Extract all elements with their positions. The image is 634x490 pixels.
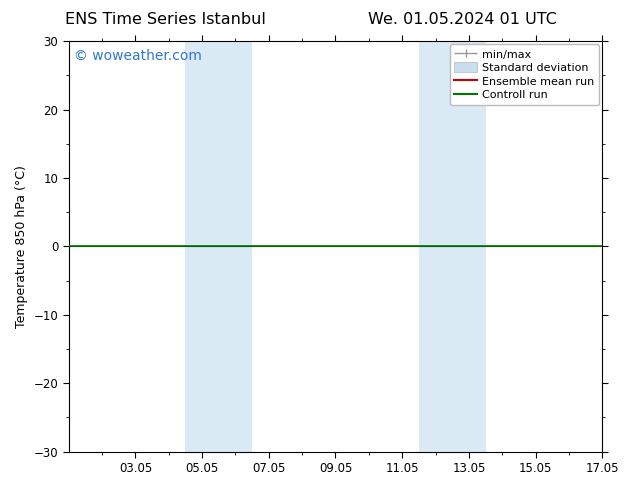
Legend: min/max, Standard deviation, Ensemble mean run, Controll run: min/max, Standard deviation, Ensemble me… (450, 45, 599, 105)
Bar (419, 41, 486, 452)
Bar (185, 41, 252, 452)
Text: ENS Time Series Istanbul: ENS Time Series Istanbul (65, 12, 266, 27)
Text: We. 01.05.2024 01 UTC: We. 01.05.2024 01 UTC (368, 12, 557, 27)
Text: © woweather.com: © woweather.com (74, 49, 202, 63)
Y-axis label: Temperature 850 hPa (°C): Temperature 850 hPa (°C) (15, 165, 28, 328)
